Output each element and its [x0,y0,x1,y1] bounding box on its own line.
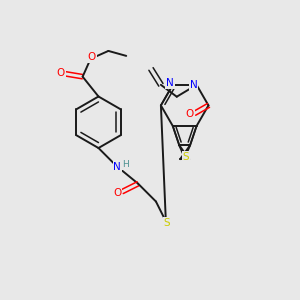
Text: N: N [166,78,174,88]
Text: N: N [190,80,197,90]
Text: N: N [113,162,121,172]
Text: O: O [185,109,194,119]
Text: S: S [182,152,189,162]
Text: S: S [164,218,170,228]
Text: O: O [57,68,65,78]
Text: O: O [113,188,122,198]
Text: H: H [122,160,129,169]
Text: O: O [87,52,96,62]
